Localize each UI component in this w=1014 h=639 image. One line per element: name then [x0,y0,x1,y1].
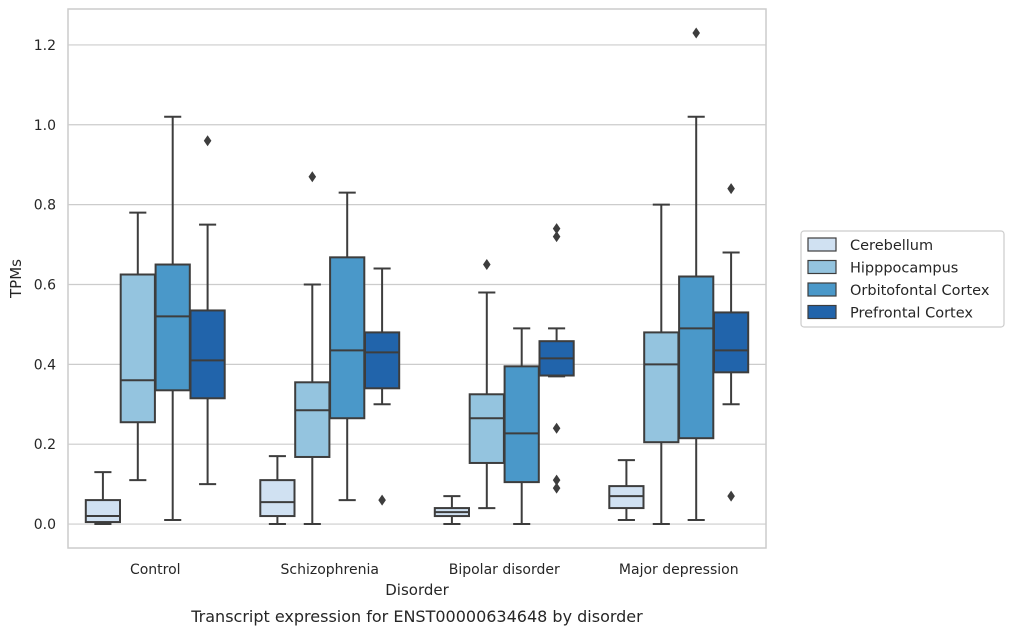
outlier-point [692,27,700,39]
box-orbitofontal-cortex [503,327,540,526]
outlier-point [203,135,212,147]
outlier-point [483,259,491,271]
legend: Cerebellum Hipppocampus Orbitofontal Corte… [800,230,1005,328]
y-tick-label: 0.2 [34,437,56,453]
x-axis-ticks: Control Schizophrenia Bipolar disorder Majo… [130,562,739,578]
plot-frame [67,8,767,549]
box-cerebellum [84,471,122,526]
y-tick-label: 0.4 [34,357,56,373]
legend-frame [800,230,1005,328]
y-axis-ticks: 0.0 0.2 0.4 0.6 0.8 1.0 1.2 [34,38,56,533]
legend-label: Hipppocampus [850,261,958,277]
outlier-point [727,490,735,502]
x-tick-label: Control [130,562,181,578]
box-hipppocampus [468,259,505,510]
x-tick-label: Major depression [619,562,739,578]
box-hipppocampus [294,171,331,526]
x-tick-label: Schizophrenia [281,562,379,578]
legend-swatch [807,304,837,320]
box-prefrontal-cortex [712,183,750,502]
x-axis-label: Disorder [385,581,449,599]
box-cerebellum [433,495,471,526]
x-tick-label: Bipolar disorder [449,562,560,578]
outlier-point [552,474,561,486]
box-prefrontal-cortex [189,135,226,486]
box-iqr [259,479,296,518]
box-iqr [643,331,680,444]
outlier-point [308,171,317,183]
legend-label: Prefrontal Cortex [850,306,973,322]
box-iqr [712,311,750,374]
boxes-layer [84,27,750,526]
outlier-point [552,223,561,235]
legend-entry: Hipppocampus [807,259,958,277]
legend-entry: Cerebellum [807,237,933,254]
outlier-point [552,482,561,494]
y-tick-label: 0.0 [34,517,56,533]
legend-swatch [807,237,837,252]
box-iqr [363,331,401,390]
box-cerebellum [259,455,296,526]
box-iqr [678,275,715,440]
y-axis-label: TPMs [7,259,25,299]
legend-swatch [807,259,837,275]
box-iqr [189,309,226,400]
box-iqr [84,499,122,524]
legend-label: Cerebellum [850,238,933,254]
outlier-point [552,231,561,243]
box-hipppocampus [643,203,680,526]
box-cerebellum [608,459,645,522]
box-prefrontal-cortex [363,267,401,506]
box-iqr [154,263,191,392]
outlier-point [727,183,735,195]
y-tick-label: 0.6 [34,277,56,293]
outlier-point [552,422,561,434]
box-orbitofontal-cortex [678,27,715,522]
legend-entry: Orbitofontal Cortex [807,282,990,299]
y-tick-label: 0.8 [34,198,56,214]
legend-entry: Prefrontal Cortex [807,304,973,322]
box-iqr [503,365,540,484]
chart-caption: Transcript expression for ENST0000063464… [190,607,643,626]
box-iqr [119,273,156,424]
box-iqr [329,256,366,420]
y-tick-label: 1.0 [34,118,56,134]
y-tick-label: 1.2 [34,38,56,54]
outlier-point [378,494,386,506]
legend-swatch [807,282,837,297]
legend-label: Orbitofontal Cortex [850,283,990,299]
box-iqr [294,381,331,458]
box-iqr [468,393,505,464]
box-prefrontal-cortex [538,223,575,494]
